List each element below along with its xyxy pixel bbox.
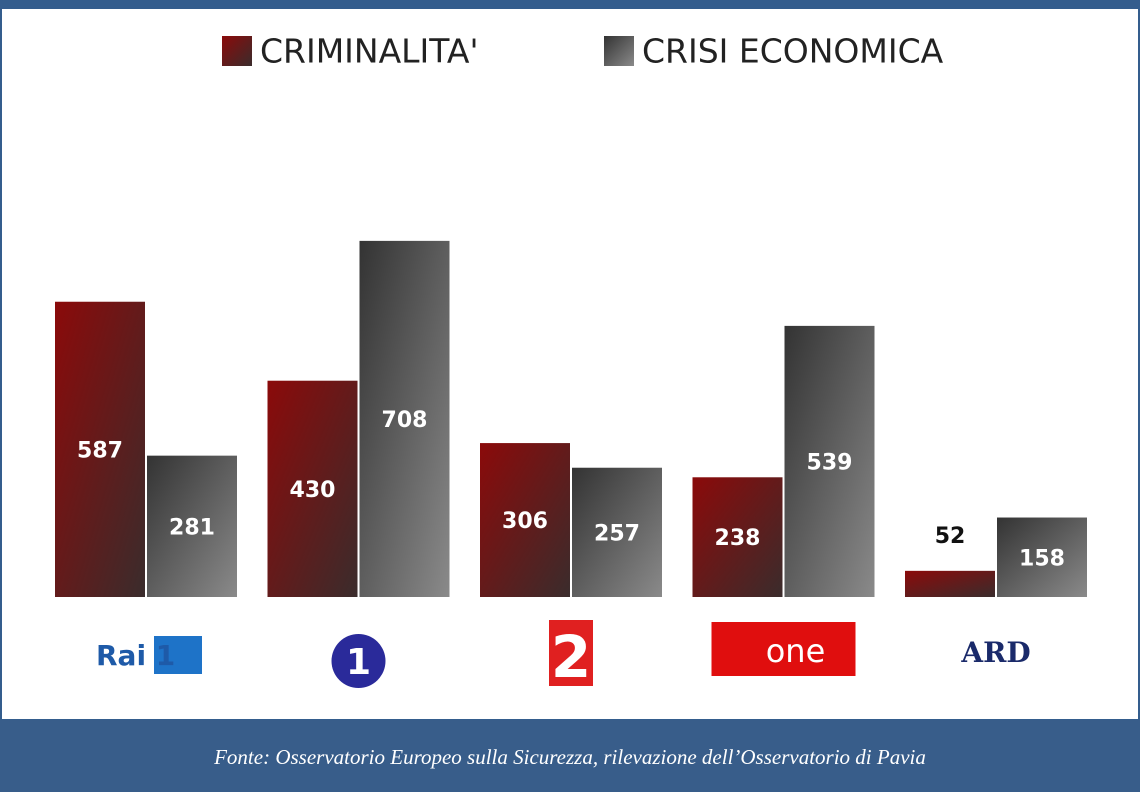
legend-label: CRIMINALITA' [260,32,479,71]
bar [905,570,995,597]
category-label: 1 [346,642,371,683]
bar [784,325,875,597]
bar [267,380,358,597]
header-strip [0,0,1140,8]
category-label: 2 [551,623,591,691]
value-label: 257 [594,521,640,546]
source: Fonte: Osservatorio Europeo sulla Sicure… [213,745,926,769]
bar [480,443,570,597]
logo-box [154,636,202,674]
logo-box [711,622,856,676]
bar [692,477,783,597]
category-label: one [766,632,826,670]
value-label: 238 [715,526,761,551]
legend-swatch [222,36,252,66]
value-label: 158 [1019,546,1065,571]
logo-box [549,620,593,686]
value-label: 52 [935,524,966,549]
legend-label: CRISI ECONOMICA [642,32,944,71]
category-label: ARD [960,636,1030,669]
frame [0,7,1140,721]
value-label: 587 [77,438,123,463]
value-label: 281 [169,515,215,540]
bar [147,455,237,597]
bar [997,517,1087,597]
category-label: Rai 1 [96,639,175,672]
bar [572,467,662,597]
bar [359,240,450,597]
logo-circle [331,634,386,688]
bar [55,301,145,597]
value-label: 539 [807,450,853,475]
value-label: 306 [502,509,548,534]
legend-swatch [604,36,634,66]
value-label: 708 [382,408,428,433]
value-label: 430 [290,478,336,503]
footer [0,720,1140,792]
